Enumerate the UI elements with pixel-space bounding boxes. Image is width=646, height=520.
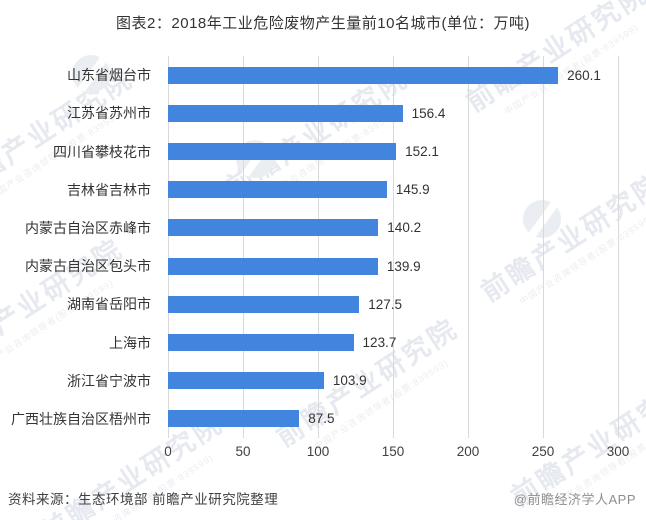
gridline [543, 56, 544, 438]
category-label: 湖南省岳阳市 [67, 296, 151, 313]
bar [168, 372, 324, 390]
bar [168, 104, 403, 122]
category-label: 山东省烟台市 [67, 67, 151, 84]
bar-row: 山东省烟台市 260.1 [0, 56, 618, 94]
bar-row: 吉林省吉林市 145.9 [0, 171, 618, 209]
value-label: 123.7 [362, 335, 397, 351]
category-label: 内蒙古自治区包头市 [25, 258, 151, 275]
value-label: 87.5 [308, 411, 335, 427]
bar [168, 334, 354, 352]
source-note: 资料来源：生态环境部 前瞻产业研究院整理 [8, 492, 279, 507]
x-tick-label: 250 [531, 444, 555, 459]
value-label: 260.1 [567, 67, 601, 83]
bar [168, 295, 360, 313]
value-label: 156.4 [411, 105, 446, 121]
bar-row: 浙江省宁波市 103.9 [0, 362, 618, 400]
bar-track: 103.9 [168, 372, 618, 390]
credit-note: @前瞻经济学人APP [513, 492, 636, 507]
footer: 资料来源：生态环境部 前瞻产业研究院整理 @前瞻经济学人APP [8, 488, 636, 508]
bar-row: 广西壮族自治区梧州市 87.5 [0, 400, 618, 438]
bar-track: 139.9 [168, 257, 618, 275]
x-tick-label: 150 [381, 444, 405, 459]
bar-rows: 山东省烟台市 260.1 江苏省苏州市 156.4 四川省攀枝花市 152.1 吉林省吉林市… [0, 56, 618, 438]
bar-track: 87.5 [168, 410, 618, 428]
gridline [618, 56, 619, 438]
x-axis: 0 50 100 150 200 250 300 [164, 444, 629, 464]
plot-area: 山东省烟台市 260.1 江苏省苏州市 156.4 四川省攀枝花市 152.1 吉林省吉林市… [0, 56, 619, 438]
bar [168, 257, 378, 275]
bar-row: 四川省攀枝花市 152.1 [0, 132, 618, 170]
bar [168, 66, 559, 84]
bar [168, 181, 387, 199]
category-label: 浙江省宁波市 [67, 372, 151, 389]
category-label: 广西壮族自治区梧州市 [11, 410, 151, 427]
x-tick-label: 200 [456, 444, 480, 459]
value-label: 152.1 [405, 144, 439, 159]
bar-track: 140.2 [168, 219, 618, 237]
gridline [168, 56, 169, 438]
value-label: 145.9 [395, 182, 430, 198]
bar [168, 410, 300, 428]
bar-row: 内蒙古自治区赤峰市 140.2 [0, 209, 618, 247]
bar-row: 湖南省岳阳市 127.5 [0, 285, 618, 323]
value-label: 103.9 [332, 373, 367, 389]
x-tick-label: 300 [606, 444, 630, 459]
x-tick-label: 0 [164, 444, 172, 459]
bar-track: 260.1 [168, 66, 618, 84]
gridline [393, 56, 394, 438]
bar-track: 152.1 [168, 143, 618, 160]
bar-track: 145.9 [168, 181, 618, 199]
gridline [467, 56, 469, 438]
category-label: 江苏省苏州市 [67, 105, 151, 122]
bar-row: 上海市 123.7 [0, 323, 618, 361]
bar-track: 127.5 [168, 295, 618, 313]
category-label: 吉林省吉林市 [67, 181, 151, 198]
gridline [242, 56, 244, 438]
value-label: 139.9 [386, 258, 421, 274]
value-label: 127.5 [368, 296, 403, 312]
x-tick-label: 100 [306, 444, 330, 459]
bar-row: 江苏省苏州市 156.4 [0, 94, 618, 132]
gridlines [168, 56, 619, 438]
category-label: 上海市 [109, 334, 151, 351]
gridline [317, 56, 319, 438]
value-label: 140.2 [387, 220, 422, 236]
bar-row: 内蒙古自治区包头市 139.9 [0, 247, 618, 285]
category-label: 内蒙古自治区赤峰市 [25, 219, 151, 236]
bar-track: 156.4 [168, 104, 618, 122]
category-label: 四川省攀枝花市 [53, 143, 151, 160]
bar [168, 143, 397, 160]
bar [168, 219, 379, 237]
bar-track: 123.7 [168, 334, 618, 352]
chart-title: 图表2：2018年工业危险废物产生量前10名城市(单位：万吨) [116, 15, 530, 32]
x-tick-label: 50 [235, 444, 251, 459]
